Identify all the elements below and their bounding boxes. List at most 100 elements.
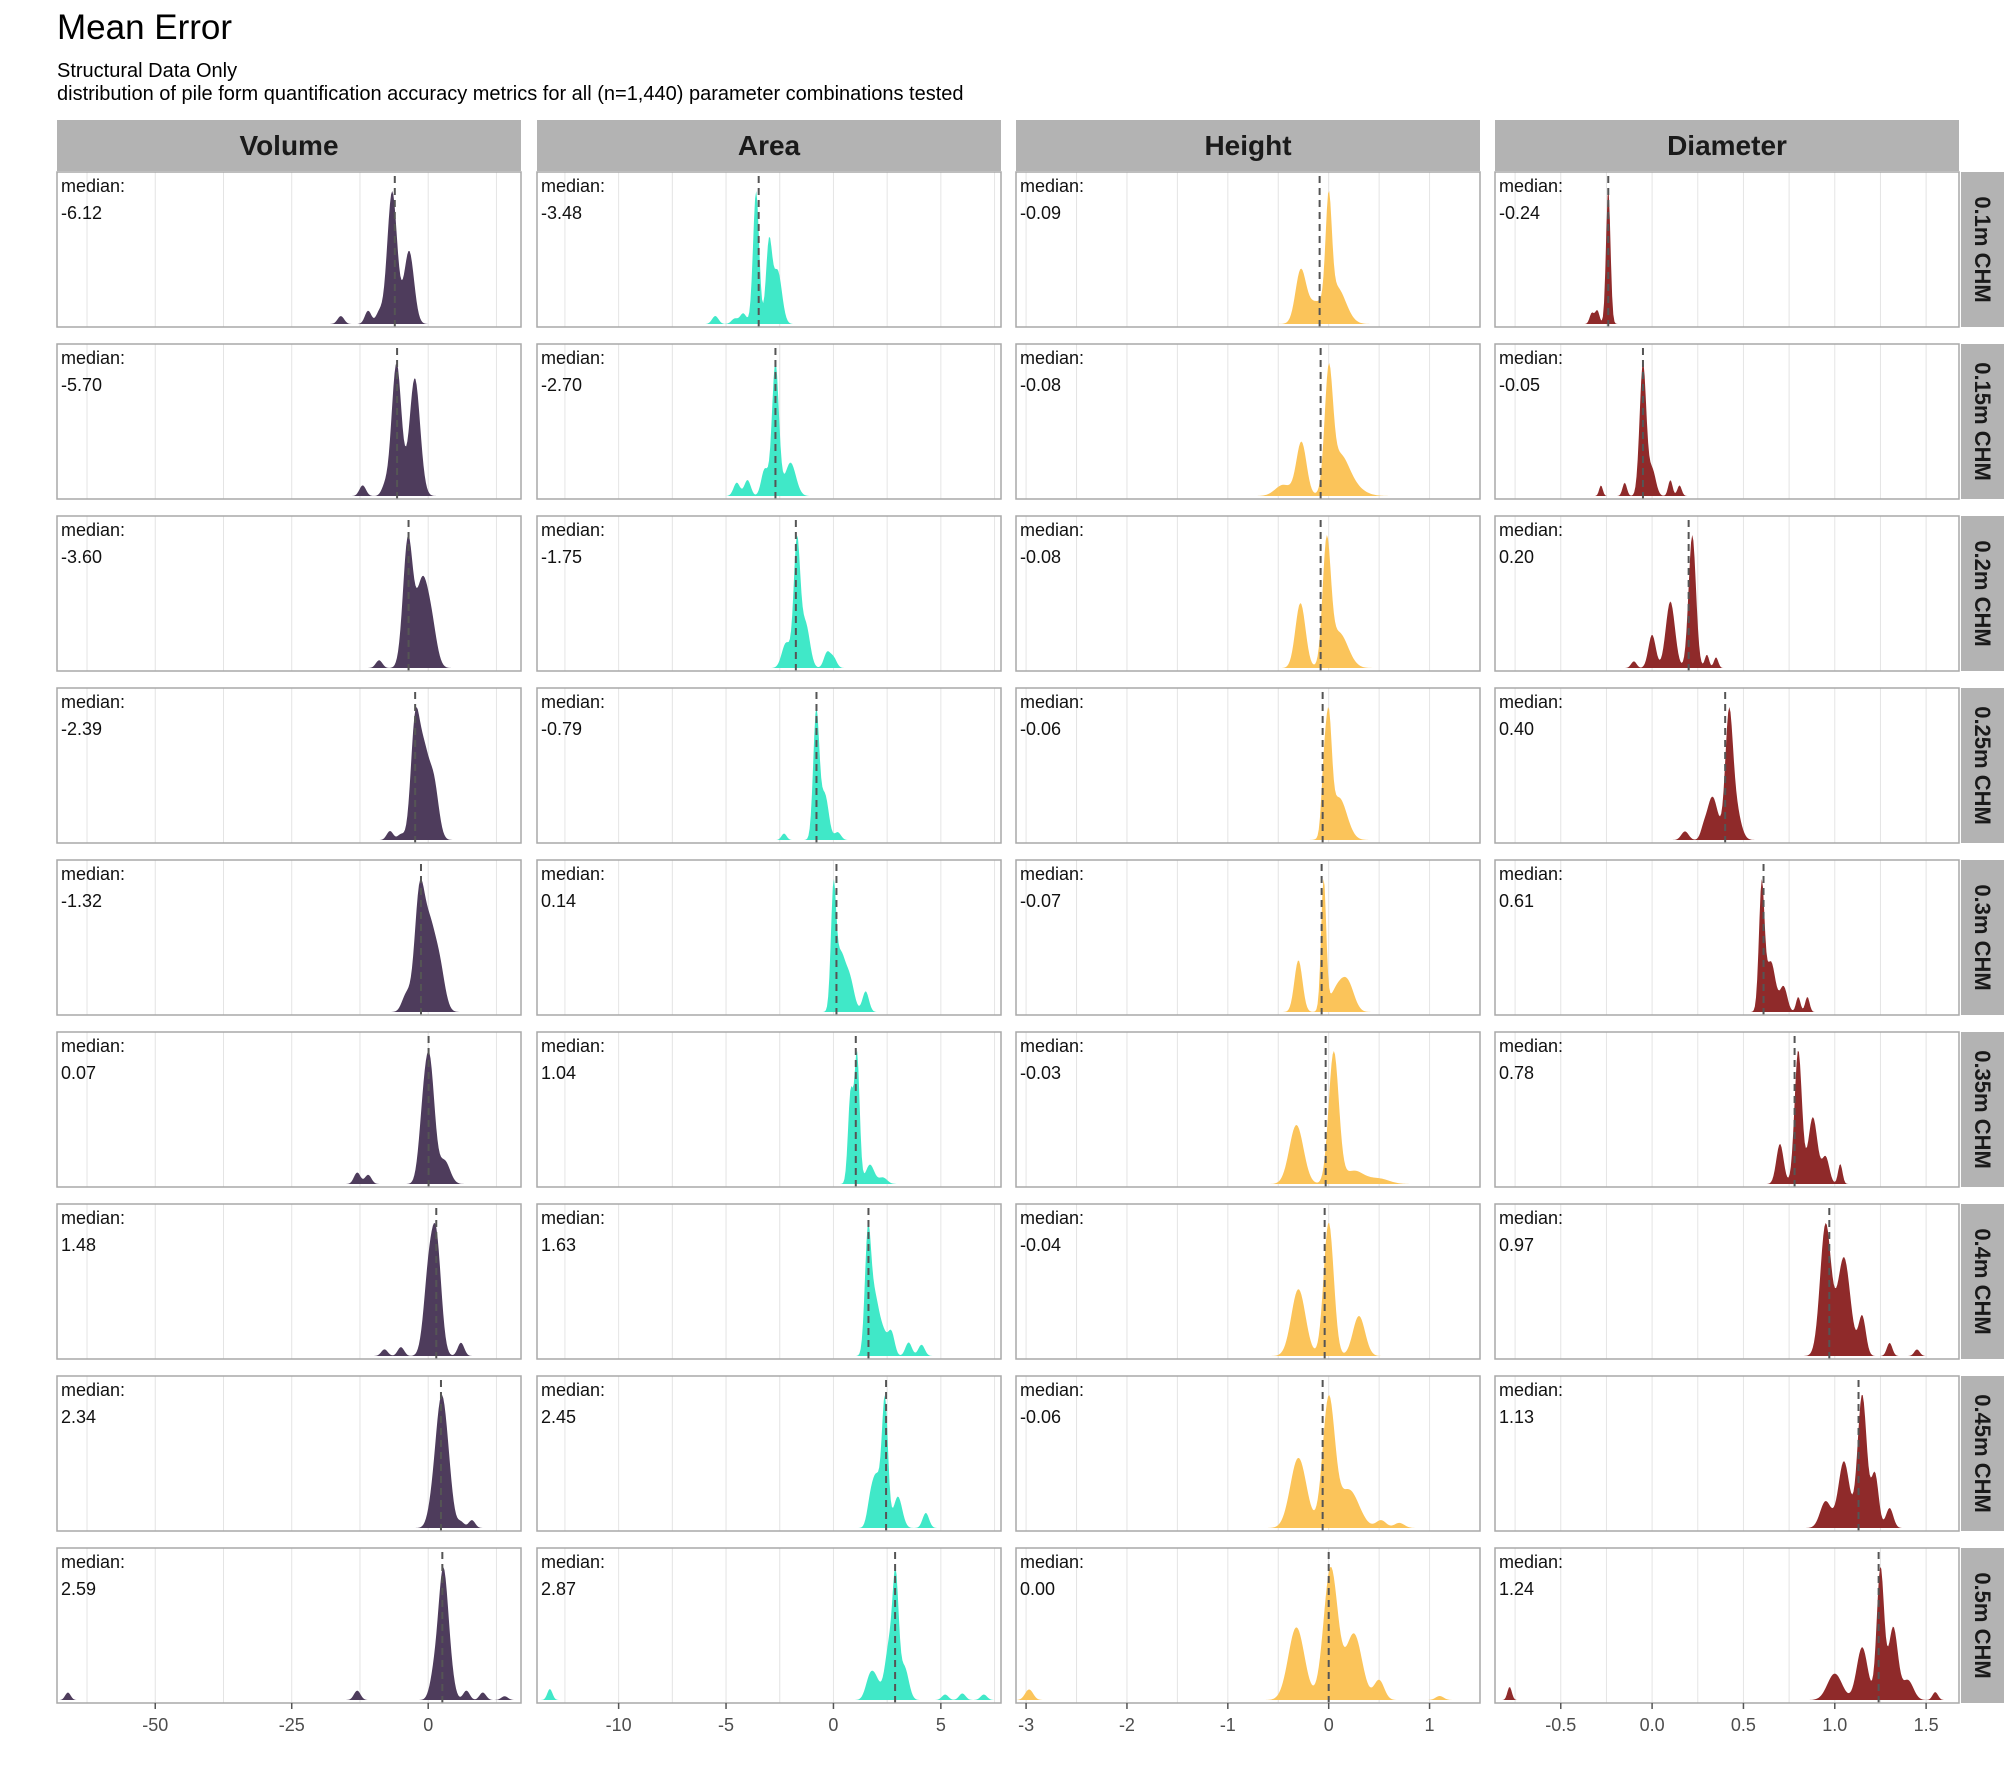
- panel-height-0-15m-chm-border: [1015, 343, 1481, 500]
- median-value: -3.60: [61, 547, 102, 567]
- column-strip-diameter: [1495, 120, 1959, 171]
- panel-height-0-2m-chm-border: [1015, 515, 1481, 672]
- density-volume-0-2m-chm: [57, 535, 521, 668]
- median-label: median:: [1499, 1380, 1563, 1400]
- density-diameter-0-1m-chm: [1495, 191, 1959, 324]
- panel-volume-0-2m-chm-border: [56, 515, 522, 672]
- x-tick-label: 5: [936, 1715, 946, 1735]
- median-value: 0.14: [541, 891, 576, 911]
- panel-area-0-5m-chm-border: [536, 1547, 1002, 1704]
- column-strip-area: [537, 120, 1001, 171]
- panel-volume-0-1m-chm-border: [56, 171, 522, 328]
- panel-diameter-0-3m-chm-border: [1494, 859, 1960, 1016]
- panel-diameter-0-5m-chm-border: [1494, 1547, 1960, 1704]
- panel-diameter-0-25m-chm-border: [1494, 687, 1960, 844]
- panel-volume-0-2m-chm-background: [57, 516, 521, 671]
- x-tick-label: -2: [1119, 1715, 1135, 1735]
- panel-height-0-45m-chm-border: [1015, 1375, 1481, 1532]
- median-label: median:: [541, 1552, 605, 1572]
- median-label: median:: [541, 1036, 605, 1056]
- panel-height-0-3m-chm-background: [1016, 860, 1480, 1015]
- median-value: -0.07: [1020, 891, 1061, 911]
- x-tick-label: 0: [423, 1715, 433, 1735]
- median-label: median:: [1020, 864, 1084, 884]
- median-label: median:: [1020, 520, 1084, 540]
- panel-area-0-3m-chm-background: [537, 860, 1001, 1015]
- row-label-0-25m-chm: 0.25m CHM: [1970, 706, 1995, 825]
- median-value: -0.06: [1020, 719, 1061, 739]
- median-value: -0.09: [1020, 203, 1061, 223]
- panel-height-0-25m-chm-background: [1016, 688, 1480, 843]
- panel-volume-0-35m-chm-background: [57, 1032, 521, 1187]
- panel-height-0-4m-chm-border: [1015, 1203, 1481, 1360]
- panel-volume-0-15m-chm-background: [57, 344, 521, 499]
- median-value: 0.07: [61, 1063, 96, 1083]
- panel-height-0-25m-chm-border: [1015, 687, 1481, 844]
- x-tick-label: 0: [828, 1715, 838, 1735]
- median-label: median:: [61, 692, 125, 712]
- panel-area-0-5m-chm-background: [537, 1548, 1001, 1703]
- x-tick-label: -1: [1220, 1715, 1236, 1735]
- panel-diameter-0-1m-chm-border: [1494, 171, 1960, 328]
- median-value: 0.20: [1499, 547, 1534, 567]
- column-label-volume: Volume: [239, 130, 338, 161]
- median-label: median:: [1499, 1552, 1563, 1572]
- x-tick-label: 1.5: [1914, 1715, 1939, 1735]
- panel-volume-0-25m-chm-background: [57, 688, 521, 843]
- row-label-0-35m-chm: 0.35m CHM: [1970, 1050, 1995, 1169]
- row-strip-0-1m-chm: [1961, 172, 2004, 327]
- density-diameter-0-45m-chm: [1495, 1395, 1959, 1528]
- panel-diameter-0-45m-chm-background: [1495, 1376, 1959, 1531]
- panel-height-0-4m-chm-background: [1016, 1204, 1480, 1359]
- x-tick-label: -3: [1018, 1715, 1034, 1735]
- x-tick-label: -0.5: [1545, 1715, 1576, 1735]
- panel-height-0-15m-chm-background: [1016, 344, 1480, 499]
- row-label-0-5m-chm: 0.5m CHM: [1970, 1572, 1995, 1678]
- x-tick-label: 0.0: [1640, 1715, 1665, 1735]
- median-label: median:: [1020, 348, 1084, 368]
- panel-area-0-4m-chm-border: [536, 1203, 1002, 1360]
- x-tick-label: -5: [718, 1715, 734, 1735]
- median-label: median:: [61, 176, 125, 196]
- median-value: 1.48: [61, 1235, 96, 1255]
- panel-diameter-0-4m-chm-border: [1494, 1203, 1960, 1360]
- chart-subtitle: Structural Data Only: [57, 60, 238, 82]
- panel-diameter-0-15m-chm-background: [1495, 344, 1959, 499]
- panel-diameter-0-2m-chm-background: [1495, 516, 1959, 671]
- panel-diameter-0-3m-chm-background: [1495, 860, 1959, 1015]
- column-label-area: Area: [738, 130, 801, 161]
- panel-area-0-35m-chm-background: [537, 1032, 1001, 1187]
- median-label: median:: [61, 1552, 125, 1572]
- row-label-0-45m-chm: 0.45m CHM: [1970, 1394, 1995, 1513]
- panel-height-0-35m-chm-border: [1015, 1031, 1481, 1188]
- median-label: median:: [1020, 1208, 1084, 1228]
- median-label: median:: [541, 864, 605, 884]
- column-strip-height: [1016, 120, 1480, 171]
- x-tick-label: 0.5: [1731, 1715, 1756, 1735]
- density-area-0-45m-chm: [537, 1395, 1001, 1528]
- median-value: 2.59: [61, 1579, 96, 1599]
- median-label: median:: [1020, 1036, 1084, 1056]
- median-value: -0.05: [1499, 375, 1540, 395]
- row-label-0-3m-chm: 0.3m CHM: [1970, 884, 1995, 990]
- median-label: median:: [1499, 176, 1563, 196]
- panel-diameter-0-4m-chm-background: [1495, 1204, 1959, 1359]
- row-label-0-2m-chm: 0.2m CHM: [1970, 540, 1995, 646]
- row-label-0-4m-chm: 0.4m CHM: [1970, 1228, 1995, 1334]
- panel-diameter-0-35m-chm-background: [1495, 1032, 1959, 1187]
- column-strip-volume: [57, 120, 521, 171]
- x-tick-label: 0: [1324, 1715, 1334, 1735]
- panel-height-0-45m-chm-background: [1016, 1376, 1480, 1531]
- panel-height-0-1m-chm-border: [1015, 171, 1481, 328]
- column-label-diameter: Diameter: [1667, 130, 1787, 161]
- chart-caption: distribution of pile form quantification…: [57, 83, 964, 105]
- median-value: 1.13: [1499, 1407, 1534, 1427]
- median-value: 1.63: [541, 1235, 576, 1255]
- density-volume-0-25m-chm: [57, 707, 521, 840]
- x-tick-label: 1: [1425, 1715, 1435, 1735]
- panel-volume-0-1m-chm-background: [57, 172, 521, 327]
- panel-height-0-5m-chm-background: [1016, 1548, 1480, 1703]
- panel-volume-0-15m-chm-border: [56, 343, 522, 500]
- row-strip-0-25m-chm: [1961, 688, 2004, 843]
- median-label: median:: [541, 348, 605, 368]
